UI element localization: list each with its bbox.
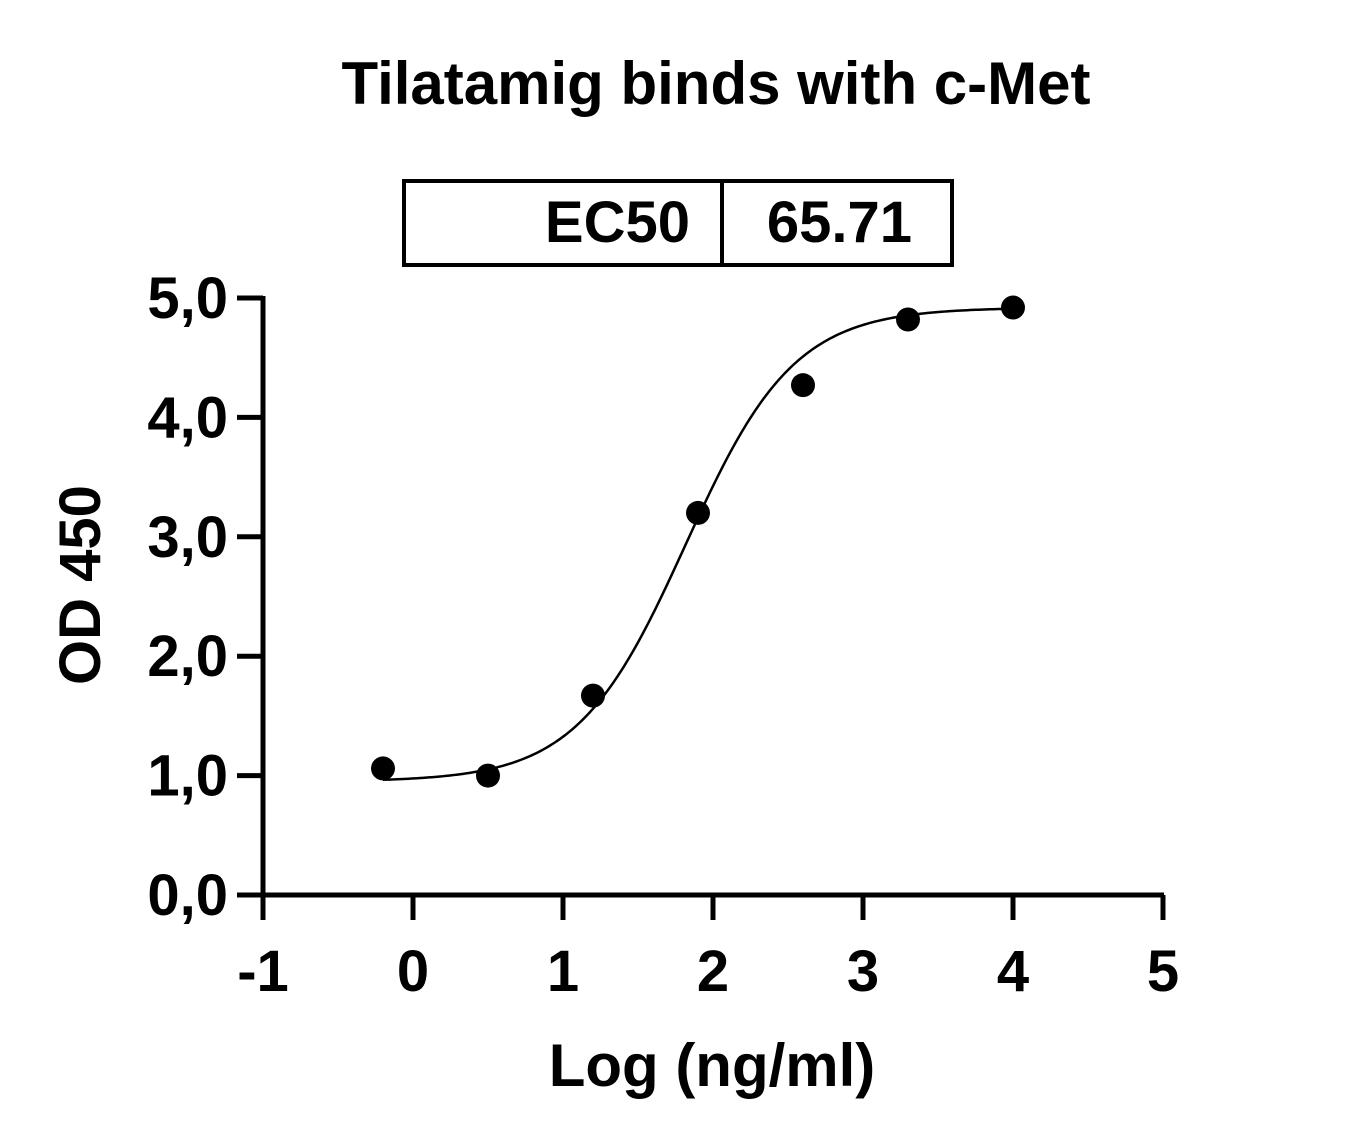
y-tick-label: 4,0 xyxy=(147,385,228,450)
data-point xyxy=(371,756,395,781)
ec50-table: EC50 65.71 xyxy=(402,179,954,267)
y-tick-label: 1,0 xyxy=(147,744,228,809)
ec50-table-border xyxy=(402,179,954,267)
x-tick-label: 4 xyxy=(997,939,1029,1004)
x-tick-label: 1 xyxy=(547,939,579,1004)
data-point xyxy=(581,683,605,708)
x-tick-label: 0 xyxy=(397,939,429,1004)
y-tick-label: 3,0 xyxy=(147,505,228,570)
y-tick-label: 2,0 xyxy=(147,624,228,689)
ec50-label: EC50 xyxy=(545,190,690,255)
data-point xyxy=(476,763,500,788)
x-tick-label: -1 xyxy=(237,939,289,1004)
x-tick-label: 3 xyxy=(847,939,879,1004)
axes xyxy=(260,296,1164,898)
x-ticks: -1 0 1 2 3 4 5 xyxy=(237,895,1179,1004)
data-point xyxy=(896,307,920,332)
x-tick-label: 2 xyxy=(697,939,729,1004)
chart-title: Tilatamig binds with c-Met xyxy=(342,50,1091,117)
data-point xyxy=(686,500,710,525)
y-tick-label: 0,0 xyxy=(147,863,228,928)
ec50-value: 65.71 xyxy=(767,190,912,255)
data-point xyxy=(1001,295,1025,320)
y-tick-label: 5,0 xyxy=(147,266,228,331)
fit-curve xyxy=(382,307,1014,782)
y-axis-label: OD 450 xyxy=(48,485,113,685)
data-point xyxy=(791,373,815,398)
data-points xyxy=(371,295,1025,788)
y-ticks: 0,0 1,0 2,0 3,0 4,0 5,0 xyxy=(147,266,263,928)
x-axis-label: Log (ng/ml) xyxy=(549,1032,876,1099)
x-tick-label: 5 xyxy=(1147,939,1179,1004)
